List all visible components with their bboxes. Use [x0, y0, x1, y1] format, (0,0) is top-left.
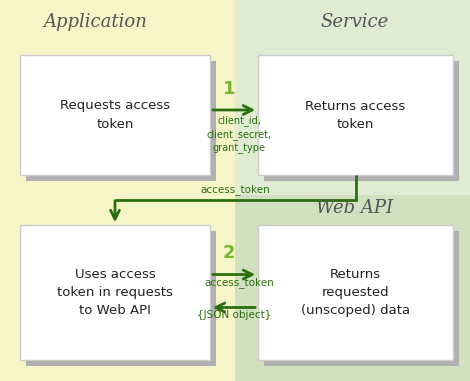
Text: 2: 2 — [223, 245, 235, 263]
Text: Application: Application — [43, 13, 147, 31]
Bar — [258, 55, 453, 175]
Bar — [0, 0, 235, 381]
Text: Returns
requested
(unscoped) data: Returns requested (unscoped) data — [301, 268, 410, 317]
Text: client_id,
client_secret,
grant_type: client_id, client_secret, grant_type — [206, 115, 272, 154]
Bar — [26, 61, 216, 181]
Text: Service: Service — [321, 13, 389, 31]
Bar — [20, 225, 210, 360]
Text: Uses access
token in requests
to Web API: Uses access token in requests to Web API — [57, 268, 173, 317]
Bar — [264, 231, 459, 366]
Text: {JSON object}: {JSON object} — [197, 311, 271, 320]
Bar — [20, 55, 210, 175]
Text: Web API: Web API — [316, 199, 393, 217]
Bar — [235, 0, 470, 195]
Text: Requests access
token: Requests access token — [60, 99, 170, 131]
Text: access_token: access_token — [204, 277, 274, 288]
Text: access_token: access_token — [200, 184, 270, 195]
Bar — [26, 231, 216, 366]
Bar — [264, 61, 459, 181]
Bar — [258, 225, 453, 360]
Bar — [235, 195, 470, 381]
Text: 1: 1 — [223, 80, 235, 98]
Text: Returns access
token: Returns access token — [306, 99, 406, 131]
